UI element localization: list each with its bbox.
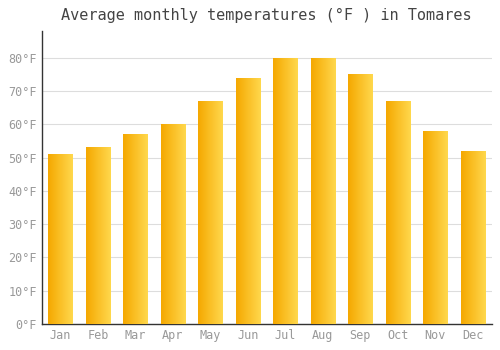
Title: Average monthly temperatures (°F ) in Tomares: Average monthly temperatures (°F ) in To… xyxy=(62,8,472,23)
